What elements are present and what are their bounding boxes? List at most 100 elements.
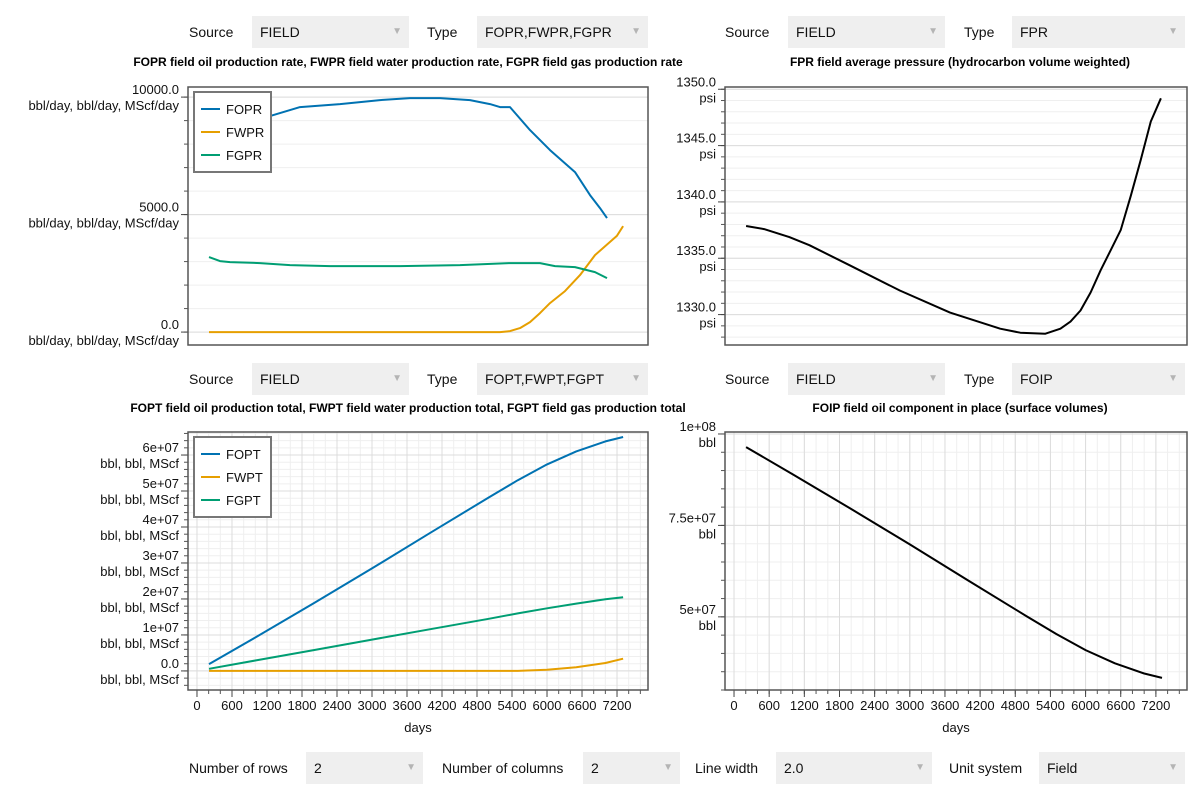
source-label: Source	[725, 371, 770, 387]
x-tick-label: 7200	[1141, 698, 1170, 713]
x-tick-label: 600	[758, 698, 780, 713]
y-tick-unit: psi	[699, 316, 716, 331]
unit-system-value: Field	[1047, 760, 1078, 776]
source-dropdown[interactable]: FIELD ▼	[252, 16, 409, 48]
series-line-fgpt	[208, 596, 624, 670]
y-tick-unit: bbl, bbl, MScf	[100, 528, 179, 543]
source-label: Source	[189, 371, 234, 387]
y-tick-unit: bbl/day, bbl/day, MScf/day	[28, 98, 179, 113]
y-tick-label: 1345.0	[676, 131, 716, 146]
x-tick-label: 6600	[1106, 698, 1135, 713]
source-dropdown[interactable]: FIELD ▼	[788, 363, 945, 395]
y-tick-label: 1e+08	[679, 419, 716, 434]
chart-title: FPR field average pressure (hydrocarbon …	[790, 55, 1130, 69]
y-tick-label: 4e+07	[142, 512, 179, 527]
legend-label: FGPR	[226, 148, 262, 163]
x-tick-label: 5400	[1036, 698, 1065, 713]
x-axis-label: days	[942, 720, 970, 735]
y-tick-label: 1350.0	[676, 74, 716, 89]
chevron-down-icon: ▼	[915, 762, 925, 773]
source-value: FIELD	[260, 24, 300, 40]
y-tick-unit: bbl/day, bbl/day, MScf/day	[28, 216, 179, 231]
rows-dropdown[interactable]: 2 ▼	[306, 752, 423, 784]
rows-value: 2	[314, 760, 322, 776]
type-value: FOIP	[1020, 371, 1053, 387]
type-dropdown[interactable]: FOIP ▼	[1012, 363, 1185, 395]
chart-title: FOPT field oil production total, FWPT fi…	[130, 401, 685, 415]
x-axis-label: days	[404, 720, 432, 735]
series-line-fwpr	[209, 225, 624, 334]
chevron-down-icon: ▼	[663, 762, 673, 773]
series-line-fopr	[208, 97, 608, 219]
y-tick-unit: psi	[699, 259, 716, 274]
type-value: FOPR,FWPR,FGPR	[485, 24, 612, 40]
y-tick-unit: bbl	[699, 526, 716, 541]
legend: FOPR FWPR FGPR	[193, 91, 272, 173]
line-width-label: Line width	[695, 760, 759, 776]
chart-3: 0 600 1200 1800 2400 3000 3600 4200 4800 5400 6000…	[669, 401, 1188, 735]
unit-system-dropdown[interactable]: Field ▼	[1039, 752, 1185, 784]
y-tick-unit: bbl, bbl, MScf	[100, 636, 179, 651]
x-tick-label: 2400	[860, 698, 889, 713]
legend-label: FGPT	[226, 493, 261, 508]
chevron-down-icon: ▼	[406, 762, 416, 773]
chart-title: FOIP field oil component in place (surfa…	[812, 401, 1107, 415]
plot-frame	[187, 86, 649, 346]
y-tick-unit: bbl, bbl, MScf	[100, 672, 179, 687]
columns-value: 2	[591, 760, 599, 776]
unit-system-label: Unit system	[949, 760, 1023, 776]
plot-frame	[187, 431, 649, 691]
y-tick-label: 2e+07	[142, 584, 179, 599]
chevron-down-icon: ▼	[1168, 26, 1178, 37]
columns-label: Number of columns	[442, 760, 564, 776]
line-width-value: 2.0	[784, 760, 804, 776]
y-tick-unit: bbl, bbl, MScf	[100, 564, 179, 579]
x-tick-label: 3600	[393, 698, 422, 713]
y-tick-label: 5e+07	[679, 602, 716, 617]
legend-label: FOPT	[226, 447, 261, 462]
y-tick-label: 1340.0	[676, 187, 716, 202]
series-line-fopt	[208, 436, 624, 665]
y-tick-label: 1330.0	[676, 300, 716, 315]
series-line-value	[745, 97, 1162, 335]
source-label: Source	[189, 24, 234, 40]
x-tick-label: 2400	[323, 698, 352, 713]
series-line-fwpt	[209, 657, 624, 672]
x-tick-label: 4200	[966, 698, 995, 713]
y-tick-unit: psi	[699, 203, 716, 218]
chevron-down-icon: ▼	[631, 373, 641, 384]
y-tick-unit: psi	[699, 147, 716, 162]
type-label: Type	[964, 24, 995, 40]
x-tick-label: 1200	[253, 698, 282, 713]
source-dropdown[interactable]: FIELD ▼	[252, 363, 409, 395]
line-width-dropdown[interactable]: 2.0 ▼	[776, 752, 932, 784]
columns-dropdown[interactable]: 2 ▼	[583, 752, 680, 784]
x-tick-label: 3600	[930, 698, 959, 713]
y-tick-unit: psi	[699, 90, 716, 105]
source-dropdown[interactable]: FIELD ▼	[788, 16, 945, 48]
type-label: Type	[427, 24, 458, 40]
legend-box	[193, 436, 272, 518]
type-dropdown[interactable]: FPR ▼	[1012, 16, 1185, 48]
chevron-down-icon: ▼	[631, 26, 641, 37]
chart-2: 0 600 1200 1800 2400 3000 3600 4200 4800 5400 6000…	[100, 401, 685, 735]
y-tick-label: 10000.0	[132, 82, 179, 97]
series-line-fgpr	[208, 256, 608, 279]
type-dropdown[interactable]: FOPT,FWPT,FGPT ▼	[477, 363, 648, 395]
type-label: Type	[964, 371, 995, 387]
y-tick-label: 1335.0	[676, 243, 716, 258]
series-line-value	[745, 446, 1163, 679]
x-tick-label: 6000	[1071, 698, 1100, 713]
type-value: FPR	[1020, 24, 1048, 40]
x-tick-label: 4800	[1001, 698, 1030, 713]
legend-label: FWPT	[226, 470, 263, 485]
y-tick-unit: bbl, bbl, MScf	[100, 492, 179, 507]
y-tick-unit: bbl, bbl, MScf	[100, 456, 179, 471]
chart-title: FOPR field oil production rate, FWPR fie…	[133, 55, 683, 69]
source-value: FIELD	[796, 371, 836, 387]
y-tick-unit: bbl, bbl, MScf	[100, 600, 179, 615]
type-dropdown[interactable]: FOPR,FWPR,FGPR ▼	[477, 16, 648, 48]
y-tick-label: 3e+07	[142, 548, 179, 563]
y-tick-unit: bbl	[699, 435, 716, 450]
x-tick-label: 0	[730, 698, 737, 713]
